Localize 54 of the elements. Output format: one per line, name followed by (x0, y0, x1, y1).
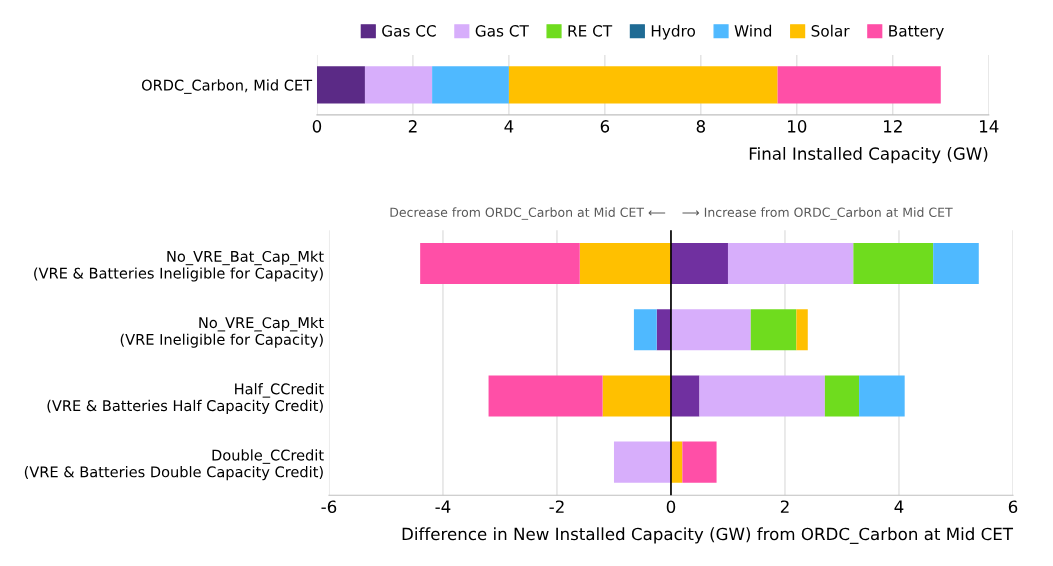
bar (824, 375, 860, 417)
bar (364, 66, 433, 104)
y-tick-label: Double_CCredit (VRE & Batteries Double Capacity Credit) (24, 449, 324, 481)
bar (670, 309, 751, 351)
x-tick-label: 2 (408, 120, 417, 133)
legend-label: Solar (811, 24, 850, 37)
bar (656, 309, 671, 351)
bar (670, 242, 728, 284)
x-tick-label: 10 (788, 120, 807, 133)
legend-label: Wind (734, 24, 772, 37)
y-tick-label: Half_CCredit (VRE & Batteries Half Capacity Credit) (47, 383, 324, 414)
x-tick-label: 6 (1008, 500, 1018, 514)
bar (777, 66, 941, 104)
x-tick-label: 0 (666, 500, 676, 514)
x-tick-label: 14 (979, 120, 999, 133)
bar (853, 242, 934, 284)
x-tick-label: 12 (884, 120, 902, 133)
bar (613, 441, 671, 483)
bar (316, 66, 365, 104)
x-tick-label: 2 (780, 500, 789, 513)
legend-label: Hydro (651, 24, 696, 40)
bar (727, 242, 854, 284)
y-tick-label: No_VRE_Bat_Cap_Mkt (VRE & Batteries Ineligible for Capacity) (34, 250, 324, 282)
x-tick-label: -4 (435, 500, 451, 513)
bar (633, 309, 657, 351)
text: Decrease from ORDC_Carbon at Mid CET ⟵ ⟶ Increase from ORDC_Carbon at Mid CET (390, 207, 953, 220)
x-tick-label: -6 (321, 500, 337, 514)
x-tick-label: 4 (894, 500, 904, 513)
legend-label: Battery (889, 25, 944, 40)
x-axis-title: Difference in New Installed Capacity (GW) from ORDC_Carbon at Mid CET (402, 527, 1014, 544)
y-tick-label: ORDC_Carbon, Mid CET (141, 79, 313, 94)
bar (859, 375, 905, 417)
x-tick-label: 6 (600, 120, 610, 133)
legend-label: Gas CT (475, 25, 529, 37)
bar (579, 242, 671, 284)
bar (602, 375, 671, 417)
bar (933, 242, 979, 284)
legend-label: Gas CC (382, 25, 436, 37)
x-tick-label: 4 (504, 120, 514, 133)
bar (508, 66, 778, 104)
bar (682, 441, 717, 483)
x-axis-title: Final Installed Capacity (GW) (749, 147, 988, 164)
bar (670, 375, 700, 417)
bar (796, 309, 808, 351)
bar (699, 375, 825, 417)
x-tick-label: 0 (312, 120, 322, 133)
bar (488, 375, 603, 417)
legend-label: RE CT (568, 25, 613, 37)
bar (750, 309, 797, 351)
bar (420, 242, 580, 284)
x-tick-label: 8 (696, 120, 706, 133)
bar (432, 66, 509, 104)
x-tick-label: -2 (549, 500, 564, 513)
y-tick-label: No_VRE_Cap_Mkt (VRE Ineligible for Capacity) (120, 316, 324, 348)
